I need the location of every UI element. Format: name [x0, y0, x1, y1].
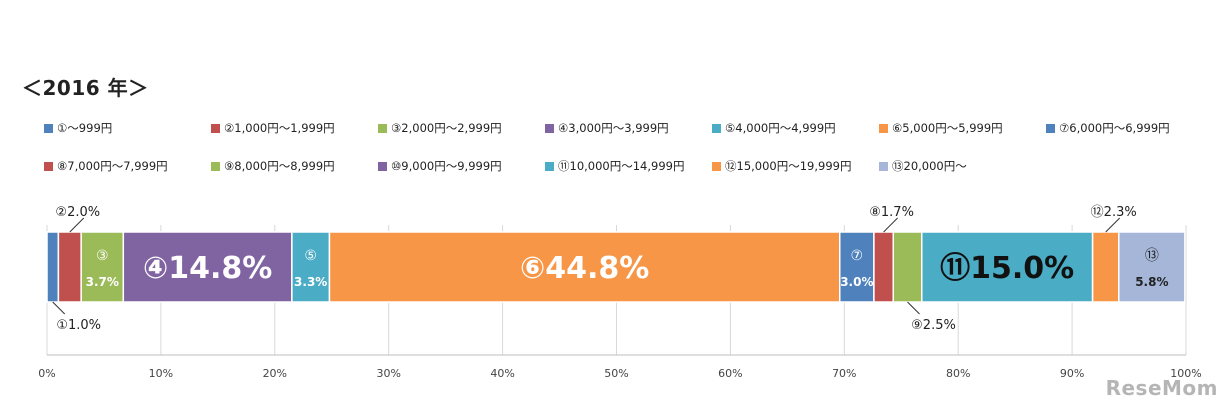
legend-item: ⑦6,000円～6,999円 — [1046, 120, 1170, 136]
legend-label: ⑫15,000円～19,999円 — [725, 159, 852, 173]
legend-item: ①～999円 — [44, 120, 112, 136]
x-tick-label: 10% — [149, 367, 173, 380]
bar-segment — [291, 231, 331, 303]
legend-label: ⑦6,000円～6,999円 — [1059, 121, 1170, 135]
segment-number-label: ③ — [96, 248, 109, 264]
legend-label: ⑩9,000円～9,999円 — [391, 159, 502, 173]
legend-swatch — [211, 123, 220, 133]
legend-label: ⑪10,000円～14,999円 — [558, 159, 685, 173]
legend-item: ⑥5,000円～5,999円 — [879, 120, 1003, 136]
legend-swatch — [545, 161, 554, 171]
legend-row: ①～999円 ②1,000円～1,999円 ③2,000円～2,999円 ④3,000… — [44, 120, 1224, 158]
legend-swatch — [712, 161, 721, 171]
legend-label: ⑤4,000円～4,999円 — [725, 121, 836, 135]
legend-swatch — [545, 123, 554, 133]
legend-item: ⑧7,000円～7,999円 — [44, 158, 168, 174]
legend-swatch — [378, 161, 387, 171]
segment-data-label: ②2.0% — [55, 205, 100, 220]
legend-swatch — [879, 161, 888, 171]
bar-segment — [892, 231, 923, 303]
segment-data-label: ①1.0% — [56, 318, 101, 333]
callout-line — [907, 301, 920, 315]
callout-line — [883, 217, 898, 233]
bar-segment — [57, 231, 82, 303]
legend-item: ②1,000円～1,999円 — [211, 120, 335, 136]
x-tick-label: 80% — [946, 367, 970, 380]
legend-swatch — [44, 123, 53, 133]
callout-line — [52, 301, 66, 315]
legend-label: ⑬20,000円～ — [892, 159, 967, 173]
legend-item: ⑪10,000円～14,999円 — [545, 158, 684, 174]
segment-data-label: 3.3% — [294, 275, 327, 289]
segment-data-label: 3.0% — [840, 275, 873, 289]
callout-line — [69, 217, 85, 233]
legend-swatch — [378, 123, 387, 133]
bar-segment — [873, 231, 895, 303]
legend-row: ⑧7,000円～7,999円 ⑨8,000円～8,999円 ⑩9,000円～9,99… — [44, 158, 1224, 196]
legend-swatch — [712, 123, 721, 133]
chart-legend: ①～999円 ②1,000円～1,999円 ③2,000円～2,999円 ④3,000… — [44, 120, 1224, 196]
x-tick-label: 60% — [718, 367, 742, 380]
segment-data-label: 3.7% — [86, 275, 119, 289]
legend-item: ③2,000円～2,999円 — [378, 120, 502, 136]
legend-label: ③2,000円～2,999円 — [391, 121, 502, 135]
segment-data-label: 5.8% — [1135, 275, 1168, 289]
x-tick-label: 20% — [263, 367, 287, 380]
bar-segment — [921, 231, 1094, 303]
segment-data-label: ⑫2.3% — [1091, 205, 1137, 220]
x-tick-label: 30% — [376, 367, 400, 380]
segment-data-label: ⑧1.7% — [869, 205, 914, 220]
legend-item: ⑨8,000円～8,999円 — [211, 158, 335, 174]
legend-item: ⑤4,000円～4,999円 — [712, 120, 836, 136]
legend-label: ⑧7,000円～7,999円 — [57, 159, 168, 173]
x-tick-label: 100% — [1170, 367, 1201, 380]
legend-item: ④3,000円～3,999円 — [545, 120, 669, 136]
bar-segment — [122, 231, 293, 303]
bar-segment — [1118, 231, 1186, 303]
segment-number-label: ⑤ — [304, 248, 317, 264]
segment-data-label: ⑥44.8% — [520, 251, 649, 286]
page-title: ＜2016 年＞ — [22, 76, 149, 100]
legend-swatch — [44, 161, 53, 171]
legend-label: ④3,000円～3,999円 — [558, 121, 669, 135]
legend-label: ⑨8,000円～8,999円 — [224, 159, 335, 173]
x-tick-label: 40% — [490, 367, 514, 380]
segment-data-label: ⑪15.0% — [940, 251, 1074, 286]
legend-swatch — [879, 123, 888, 133]
x-tick-label: 70% — [832, 367, 856, 380]
x-tick-label: 90% — [1060, 367, 1084, 380]
bar-segment — [80, 231, 125, 303]
bar-segment — [838, 231, 875, 303]
x-tick-label: 0% — [38, 367, 55, 380]
x-tick-label: 50% — [604, 367, 628, 380]
legend-label: ①～999円 — [57, 121, 113, 135]
legend-item: ⑬20,000円～ — [879, 158, 967, 174]
legend-label: ②1,000円～1,999円 — [224, 121, 335, 135]
legend-item: ⑫15,000円～19,999円 — [712, 158, 851, 174]
legend-label: ⑥5,000円～5,999円 — [892, 121, 1003, 135]
segment-number-label: ⑦ — [851, 248, 864, 264]
bar-segment — [46, 231, 60, 303]
callout-line — [1105, 217, 1121, 233]
segment-data-label: ⑨2.5% — [911, 318, 956, 333]
watermark-logo: ReseMom — [1105, 376, 1218, 400]
legend-item: ⑩9,000円～9,999円 — [378, 158, 502, 174]
legend-swatch — [1046, 123, 1055, 133]
segment-data-label: ④14.8% — [143, 251, 272, 286]
legend-swatch — [211, 161, 220, 171]
segment-number-label: ⑬ — [1145, 248, 1159, 264]
bar-segment — [1091, 231, 1120, 303]
